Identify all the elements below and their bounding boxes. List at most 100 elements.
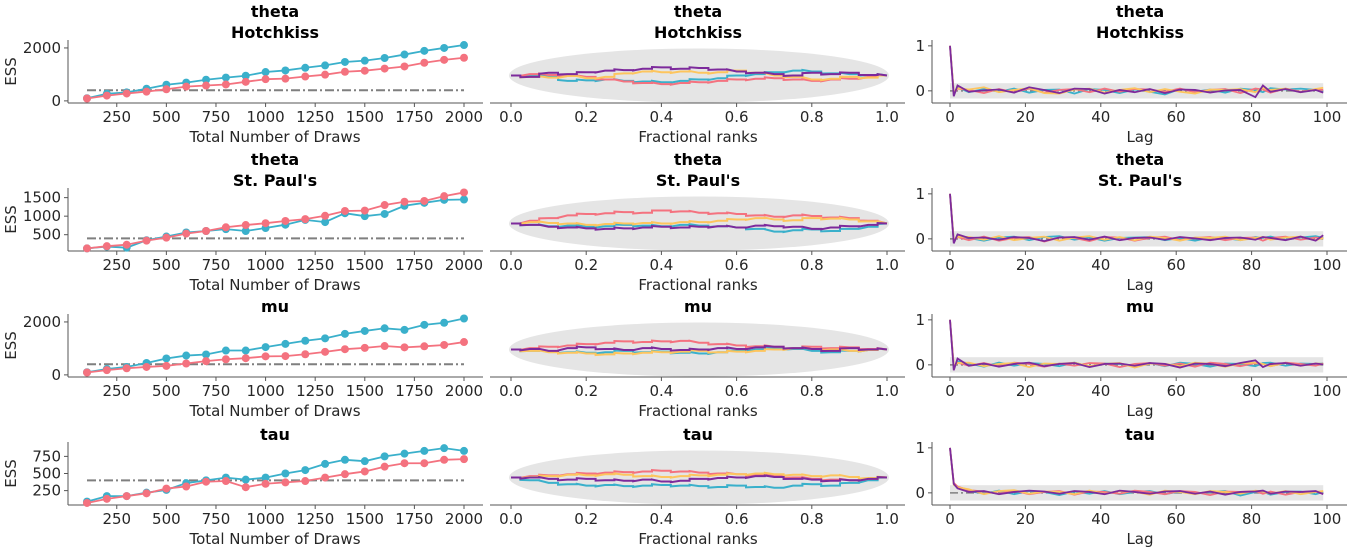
data-point-blue [420, 320, 429, 329]
panel-title: mu [684, 297, 712, 316]
x-axis-label: Total Number of Draws [188, 530, 360, 548]
data-point-red [460, 53, 468, 62]
data-point-blue [301, 63, 310, 72]
data-point-red [360, 206, 369, 215]
data-point-red [241, 77, 250, 86]
x-tick-label: 1250 [296, 382, 334, 400]
autocorr-line-purple [949, 193, 1324, 244]
data-point-blue [321, 459, 330, 468]
data-point-blue [321, 334, 330, 343]
y-tick-label: 500 [32, 465, 61, 483]
panel-title: theta [251, 150, 299, 169]
y-tick-label: 0 [915, 484, 925, 502]
x-tick-label: 500 [152, 510, 181, 528]
panel-title: St. Paul's [1098, 171, 1182, 190]
data-point-blue [440, 318, 449, 327]
rank-line-purple [511, 222, 888, 231]
data-point-red [241, 221, 250, 230]
x-tick-label: 0.0 [499, 108, 523, 126]
rank-envelope [509, 196, 889, 251]
data-point-blue [400, 50, 409, 59]
x-tick-label: 250 [102, 256, 131, 274]
data-point-red [122, 89, 131, 98]
data-point-blue [202, 350, 211, 359]
data-point-red [400, 62, 409, 71]
x-tick-label: 500 [152, 382, 181, 400]
data-point-red [221, 477, 230, 486]
data-point-blue [360, 56, 369, 65]
x-tick-label: 20 [1016, 382, 1035, 400]
data-point-red [340, 470, 349, 479]
data-point-blue [281, 469, 290, 478]
data-point-blue [360, 326, 369, 335]
x-tick-label: 0 [945, 382, 955, 400]
data-point-red [83, 94, 91, 103]
x-tick-label: 60 [1167, 256, 1186, 274]
data-point-red [261, 75, 270, 84]
panel-rank-1: theta St. Paul's 0.0 0.2 0.4 0.6 0.8 1.0 Fractio… [490, 150, 905, 294]
data-point-red [420, 459, 429, 468]
panel-title: theta [674, 2, 722, 21]
data-point-red [142, 87, 151, 96]
data-point-red [202, 226, 211, 235]
data-point-blue [321, 61, 330, 70]
panel-autocorr-3: tau 0 20 40 60 80 100 Lag 0 1 [915, 425, 1347, 548]
x-tick-label: 0.0 [499, 256, 523, 274]
x-tick-label: 20 [1016, 256, 1035, 274]
x-tick-label: 1750 [395, 256, 433, 274]
data-point-red [420, 342, 429, 351]
data-point-blue [460, 41, 468, 50]
x-tick-label: 40 [1091, 108, 1110, 126]
y-tick-label: 1 [915, 439, 925, 457]
data-point-blue [281, 339, 290, 348]
data-point-blue [301, 466, 310, 475]
x-tick-label: 0.8 [800, 382, 824, 400]
data-point-red [360, 343, 369, 352]
data-point-blue [182, 351, 191, 360]
data-point-red [460, 188, 468, 197]
x-axis-label: Lag [1126, 402, 1153, 420]
x-tick-label: 250 [102, 382, 131, 400]
data-point-red [460, 338, 468, 347]
panel-title: Hotchkiss [231, 23, 319, 42]
x-tick-label: 1000 [246, 382, 284, 400]
x-tick-label: 60 [1167, 382, 1186, 400]
rank-line-blue [511, 476, 888, 489]
data-point-blue [241, 226, 250, 235]
x-tick-label: 80 [1242, 256, 1261, 274]
data-point-red [162, 361, 171, 370]
x-tick-label: 0.8 [800, 510, 824, 528]
data-point-blue [340, 57, 349, 66]
rank-line-purple [511, 474, 888, 484]
data-point-red [340, 67, 349, 76]
x-tick-label: 100 [1313, 256, 1342, 274]
x-axis-label: Total Number of Draws [188, 276, 360, 294]
y-tick-label: 0 [915, 356, 925, 374]
data-point-red [380, 342, 389, 351]
y-tick-label: 500 [32, 226, 61, 244]
y-tick-label: 1500 [23, 189, 61, 207]
x-tick-label: 20 [1016, 108, 1035, 126]
x-tick-label: 1750 [395, 108, 433, 126]
data-point-blue [301, 336, 310, 345]
x-tick-label: 0.6 [725, 382, 749, 400]
x-tick-label: 0.4 [649, 256, 673, 274]
x-tick-label: 750 [202, 256, 231, 274]
x-tick-label: 1500 [346, 256, 384, 274]
panel-title: St. Paul's [233, 171, 317, 190]
x-tick-label: 1000 [246, 108, 284, 126]
data-point-red [142, 236, 151, 245]
data-point-blue [321, 218, 330, 227]
x-tick-label: 1250 [296, 256, 334, 274]
panel-ess-0: theta Hotchkiss 250 500 750 1000 1250 1500 1750 2… [2, 2, 483, 146]
data-point-blue [221, 73, 230, 82]
data-point-blue [241, 475, 250, 484]
x-tick-label: 250 [102, 510, 131, 528]
x-tick-label: 40 [1091, 382, 1110, 400]
data-point-red [460, 455, 468, 464]
panel-title: mu [261, 297, 289, 316]
data-point-red [301, 350, 310, 359]
x-tick-label: 0.4 [649, 382, 673, 400]
panel-title: Hotchkiss [654, 23, 742, 42]
data-point-red [281, 216, 290, 225]
